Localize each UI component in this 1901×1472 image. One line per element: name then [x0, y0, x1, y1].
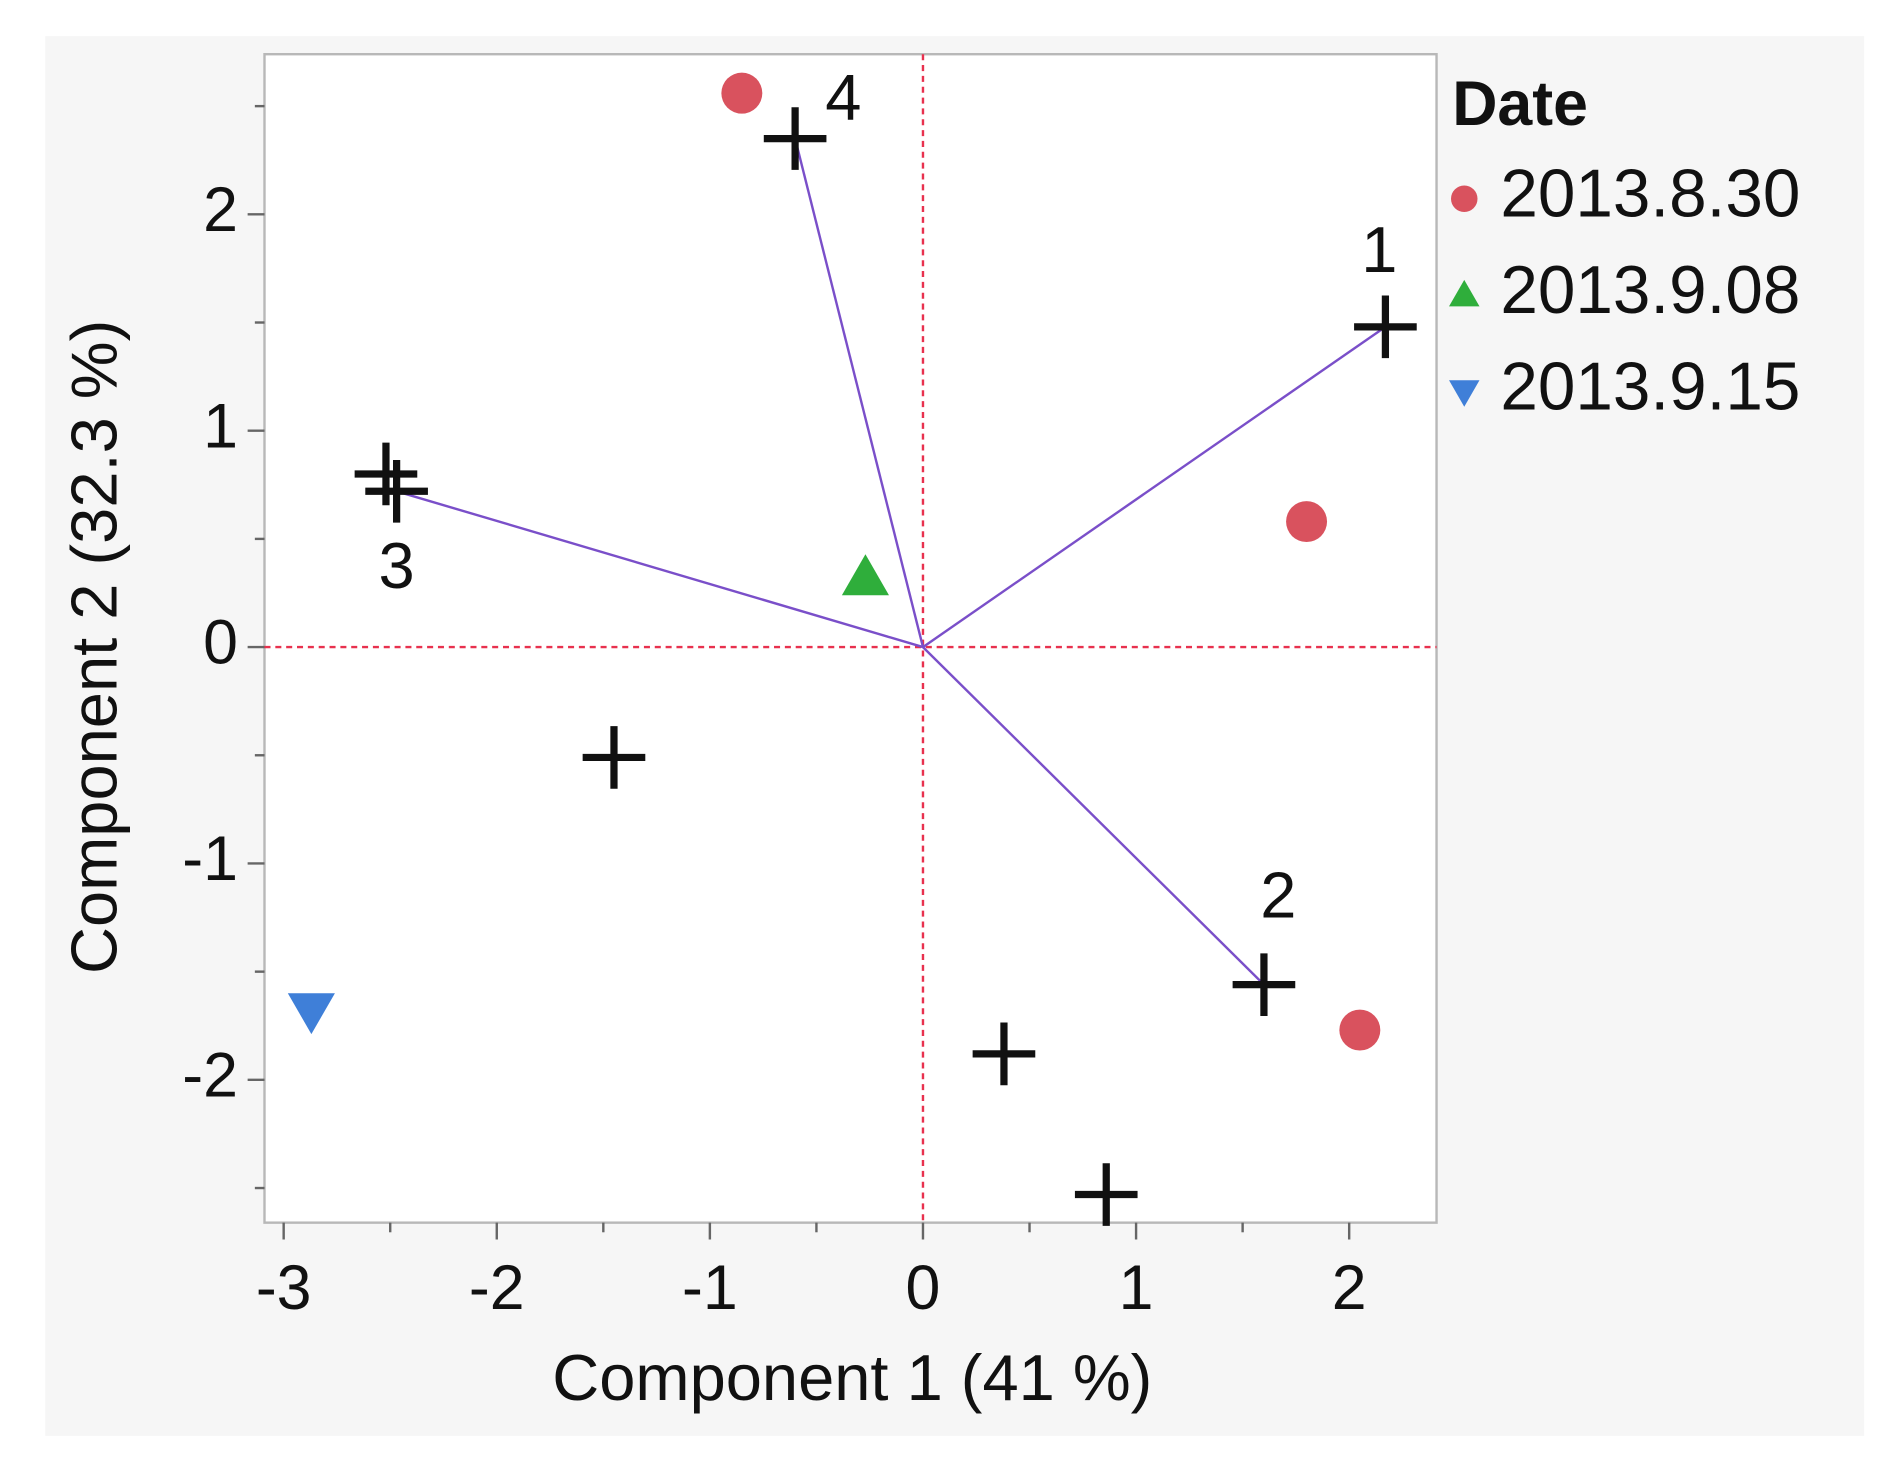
- x-tick-label: 1: [1119, 1253, 1154, 1323]
- legend-marker: [1449, 279, 1480, 307]
- legend-marker: [1449, 380, 1480, 407]
- y-tick-label: 2: [203, 175, 238, 245]
- vector-label: 3: [379, 529, 415, 602]
- plus-marker: [1232, 953, 1296, 1016]
- plus-marker: [582, 726, 646, 789]
- legend-title: Date: [1452, 69, 1588, 139]
- loading-vector: [922, 325, 1387, 649]
- plus-marker: [763, 107, 827, 170]
- x-tick-label: -3: [256, 1253, 312, 1323]
- x-tick-label: 0: [906, 1253, 941, 1323]
- y-tick-label: 0: [203, 608, 238, 678]
- plus-marker: [972, 1022, 1036, 1086]
- x-tick-label: -1: [682, 1253, 738, 1323]
- loading-vector: [922, 646, 1265, 986]
- point: [1339, 1009, 1381, 1051]
- y-tick-label: 1: [203, 391, 238, 461]
- plus-marker: [1354, 295, 1417, 359]
- loading-vector: [396, 490, 924, 649]
- x-tick-label: 2: [1332, 1253, 1367, 1323]
- vector-label: 2: [1260, 859, 1296, 932]
- x-tick-label: -2: [469, 1253, 525, 1323]
- point: [721, 72, 763, 114]
- legend-label: 2013.8.30: [1500, 157, 1800, 232]
- legend-label: 2013.9.15: [1500, 349, 1800, 424]
- legend-marker: [1451, 185, 1478, 213]
- x-axis-label: Component 1 (41 %): [552, 1341, 1152, 1414]
- vector-label: 1: [1361, 213, 1397, 286]
- y-tick-label: -1: [182, 824, 238, 894]
- y-axis-label: Component 2 (32.3 %): [58, 320, 131, 974]
- plus-marker: [1074, 1163, 1138, 1226]
- legend-label: 2013.9.08: [1500, 253, 1800, 328]
- point: [841, 554, 889, 596]
- plus-marker: [354, 442, 418, 506]
- loading-vector: [793, 138, 925, 648]
- y-tick-label: -2: [182, 1040, 238, 1110]
- point: [287, 993, 335, 1035]
- plot-area: [263, 53, 1438, 1224]
- point: [1286, 501, 1328, 543]
- vector-label: 4: [825, 61, 861, 134]
